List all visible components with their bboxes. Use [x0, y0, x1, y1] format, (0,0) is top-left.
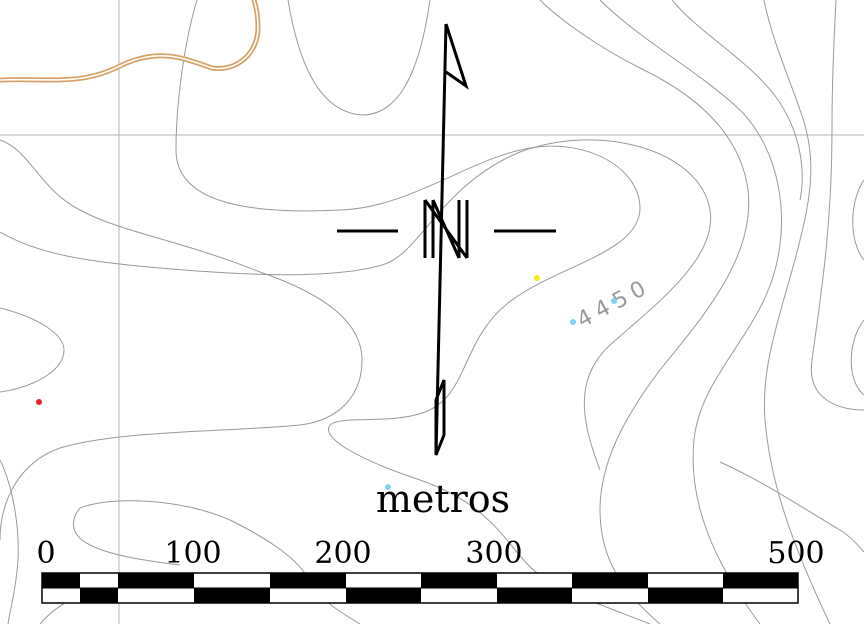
scale-label-0: 0	[36, 536, 55, 571]
scale-label-300: 300	[465, 536, 522, 571]
yellow-point	[534, 275, 540, 281]
road-centerline	[0, 0, 259, 81]
point-markers	[36, 275, 617, 490]
road	[0, 0, 261, 83]
contour-line	[72, 507, 181, 566]
contour-line	[599, 0, 782, 624]
scale-units-label: metros	[376, 477, 510, 521]
scale-label-500: 500	[767, 536, 824, 571]
contour-line	[850, 319, 864, 396]
cyan-point-b	[611, 298, 617, 304]
contour-line	[671, 0, 803, 201]
contour-line	[287, 0, 431, 116]
north-letter-n	[423, 199, 469, 259]
contour-line	[539, 0, 750, 624]
scale-bar-segments	[42, 573, 798, 603]
cyan-point-c	[385, 484, 391, 490]
scale-label-100: 100	[164, 536, 221, 571]
cyan-point-a	[570, 319, 576, 325]
contour-line	[719, 461, 864, 553]
north-arrow-icon	[337, 23, 556, 456]
contour-line	[763, 0, 831, 624]
scale-bar: metros 0 100 200 300 500	[36, 477, 825, 604]
contour-line	[852, 179, 864, 261]
contour-line	[0, 139, 712, 471]
contour-line	[810, 0, 864, 411]
scale-label-200: 200	[314, 536, 371, 571]
contour-line	[0, 139, 363, 541]
contour-line	[175, 0, 651, 624]
red-point	[36, 399, 42, 405]
contour-line	[0, 307, 65, 393]
contour-line	[0, 459, 19, 624]
